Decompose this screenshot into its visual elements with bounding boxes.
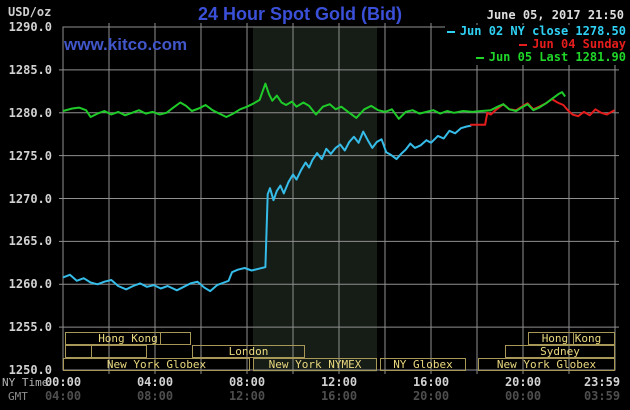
legend-line-swatch-icon	[519, 43, 528, 46]
session-divider	[91, 346, 92, 357]
y-axis-label: 1260.0	[8, 277, 52, 291]
legend-line-swatch-icon	[446, 30, 455, 33]
session-box-hong-kong: Hong Kong	[528, 332, 615, 345]
y-axis-label: 1250.0	[8, 363, 52, 377]
y-axis-label: 1285.0	[8, 63, 52, 77]
session-box-sydney: Sydney	[505, 345, 615, 358]
session-label: Hong Kong	[98, 332, 158, 345]
x-axis-label-ny: 16:00	[412, 375, 450, 389]
legend-item: Jun 04 Sunday	[447, 38, 626, 51]
y-axis-label: 1270.0	[8, 192, 52, 206]
x-axis-label-gmt: 12:00	[228, 389, 266, 403]
legend-item-label: Jun 04 Sunday	[532, 37, 626, 51]
session-label: New York NYMEX	[268, 358, 362, 371]
y-axis-label: 1290.0	[8, 20, 52, 34]
session-label: NY Globex	[393, 358, 453, 371]
x-axis-label-ny: 23:59	[583, 375, 621, 389]
x-axis-label-gmt: 16:00	[320, 389, 358, 403]
x-axis-label-gmt: 20:00	[412, 389, 450, 403]
timestamp: June 05, 2017 21:50	[486, 8, 624, 22]
session-divider	[573, 333, 574, 344]
session-box-new-york-globex: New York Globex	[63, 358, 250, 371]
x-axis-label-ny: 00:00	[44, 375, 82, 389]
legend-item-label: Jun 02 NY close 1278.50	[459, 24, 626, 38]
gmt-axis-label: GMT	[8, 390, 28, 403]
ny-time-axis-label: NY Time	[2, 376, 49, 389]
session-label: Hong Kong	[541, 332, 602, 345]
x-axis-label-ny: 08:00	[228, 375, 266, 389]
nymex-session-shading	[253, 27, 377, 372]
x-axis-label-gmt: 08:00	[136, 389, 174, 403]
unit-label: USD/oz	[8, 5, 52, 19]
price-line-jun-04-sunday	[470, 98, 615, 126]
session-label: New York Globex	[106, 358, 207, 371]
x-axis-label-ny: 20:00	[504, 375, 542, 389]
chart-legend: Jun 02 NY close 1278.50 Jun 04 Sunday Jun …	[444, 24, 626, 65]
session-box-new-york-globex: New York Globex	[478, 358, 615, 371]
x-axis-label-ny: 04:00	[136, 375, 174, 389]
x-axis-label-gmt: 00:00	[504, 389, 542, 403]
y-axis-label: 1280.0	[8, 106, 52, 120]
session-box-hong-kong: Hong Kong	[65, 332, 191, 345]
y-axis-label: 1265.0	[8, 234, 52, 248]
legend-line-swatch-icon	[475, 56, 484, 59]
session-box	[65, 345, 147, 358]
session-box-ny-globex: NY Globex	[380, 358, 466, 371]
x-axis-label-ny: 12:00	[320, 375, 358, 389]
legend-item-label: Jun 05 Last 1281.90	[488, 50, 626, 64]
legend-item: Jun 05 Last 1281.90	[447, 51, 626, 64]
y-axis-label: 1255.0	[8, 320, 52, 334]
price-line-jun-02-ny-close	[62, 124, 472, 293]
x-axis-label-gmt: 04:00	[44, 389, 82, 403]
kitco-watermark-link[interactable]: www.kitco.com	[64, 35, 188, 54]
session-label: London	[228, 345, 269, 358]
legend-item: Jun 02 NY close 1278.50	[446, 24, 626, 38]
session-divider	[160, 333, 161, 344]
x-axis-label-gmt: 03:59	[583, 389, 621, 403]
y-axis-label: 1275.0	[8, 149, 52, 163]
price-line-jun-05-last	[62, 82, 566, 120]
session-label: Sydney	[540, 345, 580, 358]
session-label: New York Globex	[496, 358, 597, 371]
session-box-london: London	[192, 345, 305, 358]
session-box-new-york-nymex: New York NYMEX	[253, 358, 377, 371]
page-title: 24 Hour Spot Gold (Bid)	[198, 4, 402, 24]
